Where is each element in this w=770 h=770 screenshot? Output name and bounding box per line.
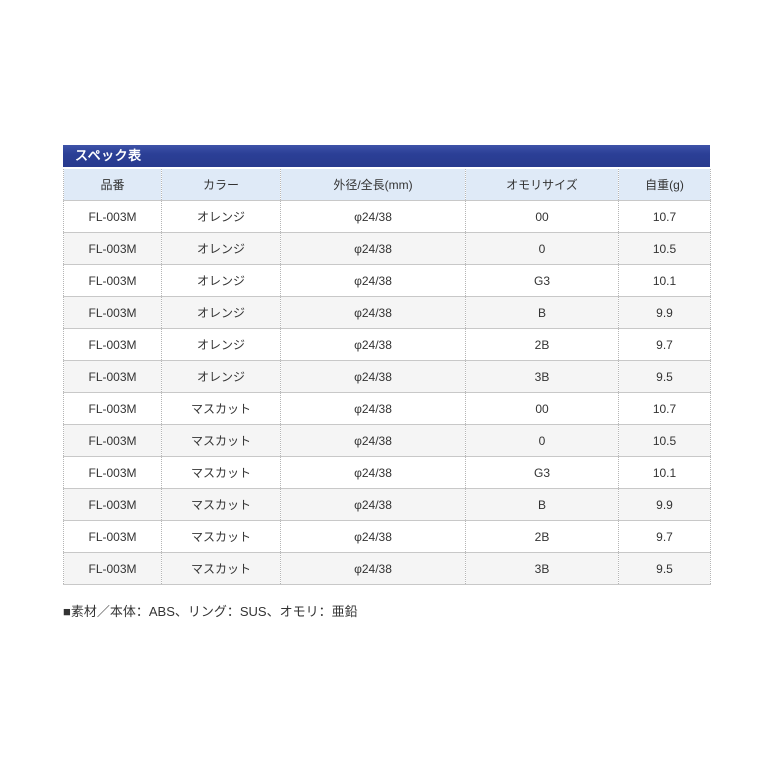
cell-color: マスカット <box>161 520 281 553</box>
cell-self-weight: 10.7 <box>618 200 711 233</box>
cell-self-weight: 10.7 <box>618 392 711 425</box>
header-row: 品番 カラー 外径/全長(mm) オモリサイズ 自重(g) <box>63 169 711 201</box>
cell-diameter-length: φ24/38 <box>280 328 466 361</box>
cell-part-number: FL-003M <box>63 456 162 489</box>
cell-color: マスカット <box>161 488 281 521</box>
spec-table-title: スペック表 <box>75 148 142 163</box>
cell-self-weight: 9.9 <box>618 488 711 521</box>
cell-part-number: FL-003M <box>63 264 162 297</box>
cell-diameter-length: φ24/38 <box>280 360 466 393</box>
table-row: FL-003M オレンジ φ24/38 G3 10.1 <box>63 264 711 297</box>
table-row: FL-003M オレンジ φ24/38 3B 9.5 <box>63 360 711 393</box>
table-row: FL-003M マスカット φ24/38 G3 10.1 <box>63 456 711 489</box>
cell-part-number: FL-003M <box>63 296 162 329</box>
cell-color: マスカット <box>161 456 281 489</box>
materials-note: ■素材／本体：ABS、リング：SUS、オモリ：亜鉛 <box>63 604 358 619</box>
cell-weight-size: B <box>465 488 619 521</box>
cell-weight-size: 0 <box>465 232 619 265</box>
cell-part-number: FL-003M <box>63 360 162 393</box>
cell-weight-size: 00 <box>465 200 619 233</box>
cell-color: マスカット <box>161 552 281 585</box>
cell-part-number: FL-003M <box>63 488 162 521</box>
cell-diameter-length: φ24/38 <box>280 488 466 521</box>
table-row: FL-003M オレンジ φ24/38 0 10.5 <box>63 232 711 265</box>
cell-part-number: FL-003M <box>63 200 162 233</box>
table-row: FL-003M マスカット φ24/38 2B 9.7 <box>63 520 711 553</box>
cell-weight-size: 3B <box>465 360 619 393</box>
spec-table-title-bar: スペック表 <box>63 145 710 167</box>
cell-diameter-length: φ24/38 <box>280 392 466 425</box>
column-header-weight-size: オモリサイズ <box>465 169 619 201</box>
cell-color: オレンジ <box>161 328 281 361</box>
cell-self-weight: 10.5 <box>618 232 711 265</box>
spec-table-section: スペック表 品番 カラー 外径/全長(mm) オモリサイズ 自重(g) FL-0… <box>63 145 711 620</box>
cell-self-weight: 9.7 <box>618 520 711 553</box>
column-header-color: カラー <box>161 169 281 201</box>
cell-self-weight: 10.1 <box>618 456 711 489</box>
cell-part-number: FL-003M <box>63 232 162 265</box>
cell-weight-size: G3 <box>465 456 619 489</box>
cell-self-weight: 9.5 <box>618 552 711 585</box>
cell-self-weight: 10.5 <box>618 424 711 457</box>
table-row: FL-003M マスカット φ24/38 B 9.9 <box>63 488 711 521</box>
cell-color: マスカット <box>161 424 281 457</box>
cell-color: オレンジ <box>161 360 281 393</box>
cell-weight-size: 0 <box>465 424 619 457</box>
cell-self-weight: 10.1 <box>618 264 711 297</box>
cell-part-number: FL-003M <box>63 520 162 553</box>
cell-weight-size: 2B <box>465 328 619 361</box>
cell-weight-size: B <box>465 296 619 329</box>
table-row: FL-003M オレンジ φ24/38 B 9.9 <box>63 296 711 329</box>
cell-diameter-length: φ24/38 <box>280 520 466 553</box>
cell-diameter-length: φ24/38 <box>280 200 466 233</box>
table-row: FL-003M マスカット φ24/38 3B 9.5 <box>63 552 711 585</box>
column-header-part-number: 品番 <box>63 169 162 201</box>
cell-self-weight: 9.5 <box>618 360 711 393</box>
cell-weight-size: 3B <box>465 552 619 585</box>
cell-part-number: FL-003M <box>63 328 162 361</box>
table-row: FL-003M マスカット φ24/38 00 10.7 <box>63 392 711 425</box>
cell-diameter-length: φ24/38 <box>280 232 466 265</box>
cell-color: オレンジ <box>161 232 281 265</box>
cell-part-number: FL-003M <box>63 392 162 425</box>
cell-diameter-length: φ24/38 <box>280 264 466 297</box>
spec-table: 品番 カラー 外径/全長(mm) オモリサイズ 自重(g) FL-003M オレ… <box>63 169 711 585</box>
cell-part-number: FL-003M <box>63 552 162 585</box>
table-row: FL-003M オレンジ φ24/38 00 10.7 <box>63 200 711 233</box>
cell-color: オレンジ <box>161 296 281 329</box>
cell-diameter-length: φ24/38 <box>280 552 466 585</box>
spec-table-body: FL-003M オレンジ φ24/38 00 10.7 FL-003M オレンジ… <box>63 200 711 585</box>
table-row: FL-003M マスカット φ24/38 0 10.5 <box>63 424 711 457</box>
cell-color: マスカット <box>161 392 281 425</box>
table-row: FL-003M オレンジ φ24/38 2B 9.7 <box>63 328 711 361</box>
cell-weight-size: 00 <box>465 392 619 425</box>
column-header-diameter-length: 外径/全長(mm) <box>280 169 466 201</box>
cell-diameter-length: φ24/38 <box>280 456 466 489</box>
cell-weight-size: G3 <box>465 264 619 297</box>
cell-self-weight: 9.9 <box>618 296 711 329</box>
cell-color: オレンジ <box>161 264 281 297</box>
cell-weight-size: 2B <box>465 520 619 553</box>
cell-self-weight: 9.7 <box>618 328 711 361</box>
cell-diameter-length: φ24/38 <box>280 424 466 457</box>
cell-part-number: FL-003M <box>63 424 162 457</box>
cell-diameter-length: φ24/38 <box>280 296 466 329</box>
column-header-self-weight: 自重(g) <box>618 169 711 201</box>
cell-color: オレンジ <box>161 200 281 233</box>
